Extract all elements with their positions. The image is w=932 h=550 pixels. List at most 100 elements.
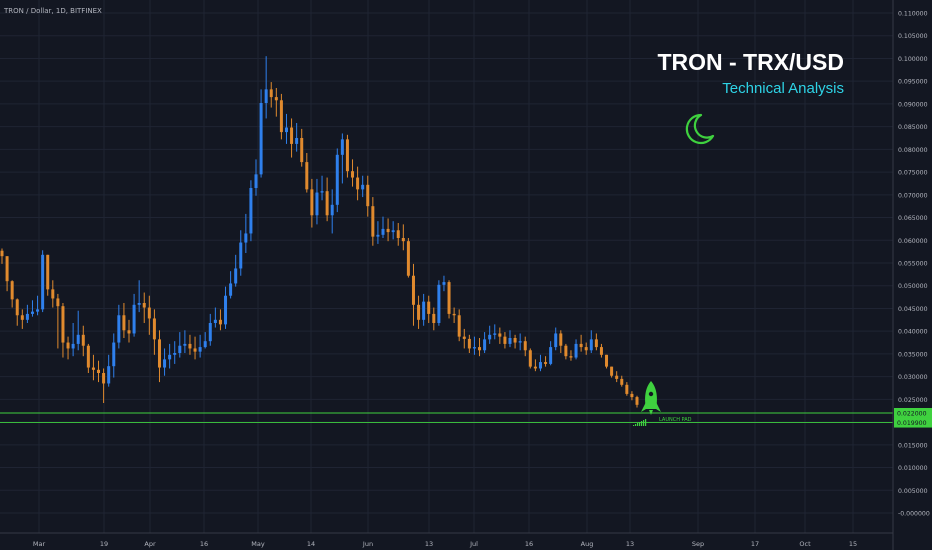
candle (513, 334, 517, 349)
candle-body (523, 341, 527, 351)
candle-body (361, 184, 365, 190)
candle (467, 334, 471, 353)
candle (61, 303, 65, 358)
candle-body (401, 238, 405, 242)
candle-body (406, 241, 410, 276)
candle-body (610, 366, 614, 376)
candle-body (71, 343, 75, 349)
candle-body (559, 333, 563, 346)
candle (554, 327, 558, 351)
candle-body (340, 139, 344, 155)
candle-body (97, 369, 101, 373)
candle-body (152, 318, 156, 340)
candle (345, 134, 349, 178)
candle (305, 153, 309, 193)
candle-body (371, 206, 375, 237)
candle-body (61, 306, 65, 343)
candle (71, 323, 75, 357)
candle-body (137, 303, 141, 305)
candle-body (203, 341, 207, 348)
time-axis[interactable]: Mar 19 Apr 16 May 14 Jun 13 Jul 16 Aug 13 Sep 17 Oct 15 (33, 540, 857, 548)
candle (5, 256, 9, 292)
candle-body (345, 139, 349, 172)
candle (330, 189, 334, 234)
price-tick-label: 0.105000 (898, 33, 928, 40)
candle (36, 295, 40, 316)
candle (107, 354, 111, 387)
candle (411, 263, 415, 326)
candle-body (290, 127, 294, 144)
candle-body (538, 362, 542, 369)
candle (447, 280, 451, 319)
candle-body (427, 301, 431, 314)
candle-body (0, 250, 4, 257)
price-tick-label: 0.065000 (898, 215, 928, 222)
candle-body (483, 339, 487, 351)
candle-body (269, 89, 273, 98)
candle-body (81, 334, 85, 346)
candle-body (198, 347, 202, 352)
candle (127, 319, 131, 343)
candle (320, 175, 324, 201)
support-levels (0, 412, 893, 423)
candle-body (366, 184, 370, 207)
time-tick-label: May (251, 540, 265, 548)
candle (137, 280, 141, 313)
candle-body (417, 304, 421, 320)
candle (10, 280, 14, 308)
price-tick-label: 0.075000 (898, 170, 928, 177)
candle-body (254, 174, 258, 188)
time-tick-label: 14 (307, 540, 315, 548)
candle (579, 334, 583, 352)
candle (25, 304, 29, 323)
candle (457, 309, 461, 342)
candle (615, 371, 619, 383)
candle (41, 250, 45, 313)
candle-body (30, 311, 34, 314)
candle-body (193, 348, 197, 352)
candle (594, 333, 598, 351)
price-tick-label: 0.070000 (898, 192, 928, 199)
candle (244, 213, 248, 253)
candle (295, 123, 299, 152)
time-tick-label: 16 (200, 540, 208, 548)
level-labels: 0.022000 0.019900 (894, 408, 932, 428)
time-tick-label: 16 (525, 540, 533, 548)
candle (198, 334, 202, 358)
candle (163, 348, 167, 376)
price-axis[interactable]: 0.110000 0.105000 0.100000 0.095000 0.090000… (898, 11, 930, 518)
candle-body (411, 275, 415, 305)
candle (544, 356, 548, 367)
candle-body (229, 283, 233, 296)
candle-body (234, 268, 238, 284)
price-tick-label: -0.000000 (898, 511, 930, 518)
candle (432, 307, 436, 331)
launch-pad-bar (641, 421, 643, 426)
launch-pad-bar (643, 420, 645, 426)
candle (427, 295, 431, 323)
price-tick-label: 0.010000 (898, 465, 928, 472)
candle-body (498, 333, 502, 337)
candle (417, 295, 421, 329)
candle-body (422, 301, 426, 320)
candle-body (503, 336, 507, 344)
candle (478, 338, 482, 357)
candle (610, 366, 614, 378)
candle (620, 375, 624, 387)
candle (254, 159, 258, 196)
price-tick-label: 0.015000 (898, 442, 928, 449)
candle (538, 354, 542, 372)
candle-body (295, 138, 299, 144)
candle (386, 218, 390, 242)
candle (183, 330, 187, 353)
candle (351, 159, 355, 187)
candle-body (168, 354, 172, 360)
candle (605, 354, 609, 369)
candle-body (127, 330, 131, 334)
candle (356, 166, 360, 201)
candle-body (452, 313, 456, 316)
candle-body (467, 338, 471, 349)
candle-body (284, 127, 288, 133)
